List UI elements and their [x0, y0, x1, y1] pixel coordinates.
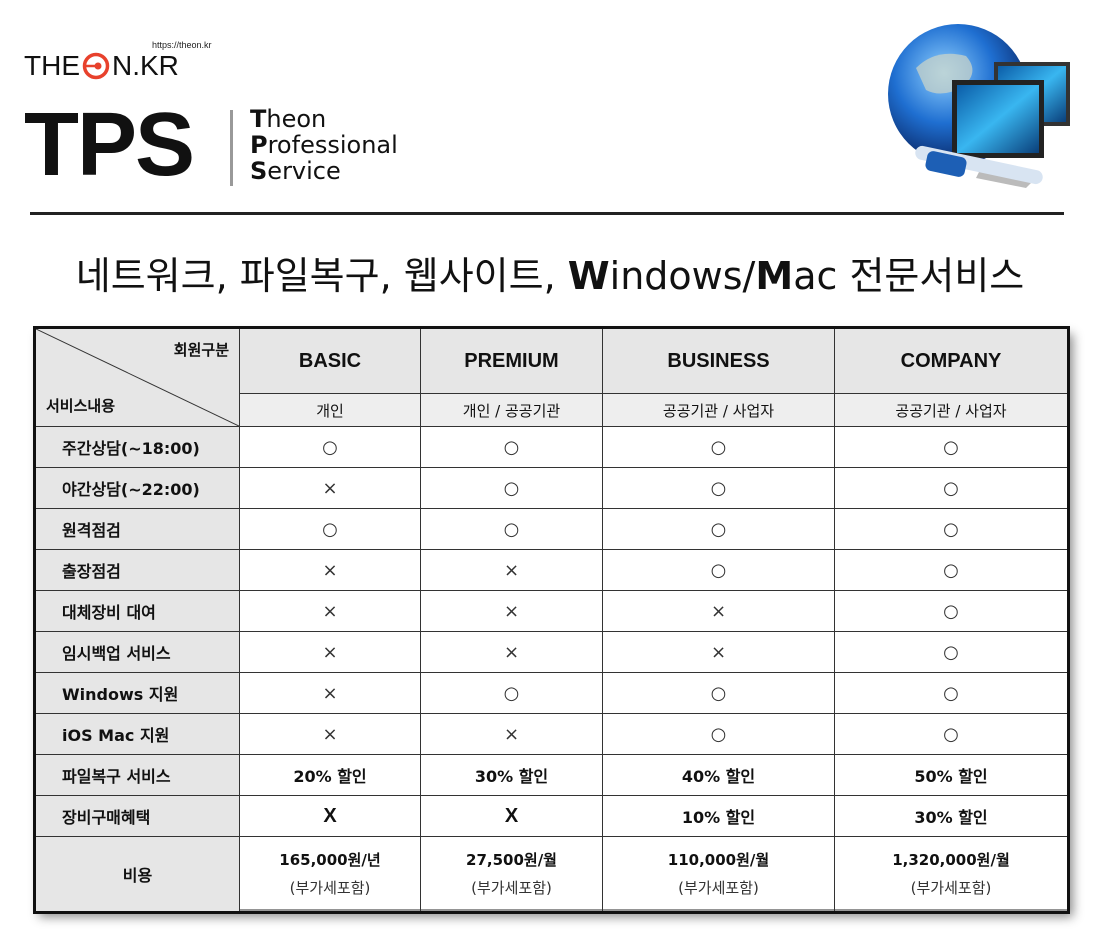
table-cell: ×: [420, 549, 603, 591]
table-cell: ○: [420, 426, 603, 468]
table-cell: ×: [239, 549, 421, 591]
table-cell: ○: [239, 426, 421, 468]
corner-diagonal: [36, 329, 241, 427]
row-label: iOS Mac 지원: [34, 713, 240, 755]
table-cell: 20% 할인: [239, 754, 421, 796]
table-row: 파일복구 서비스 20% 할인 30% 할인 40% 할인 50% 할인: [34, 754, 1069, 796]
header: https://theon.kr THE N.KR TPS Theon Profe…: [0, 0, 1100, 215]
table-cell: ×: [602, 590, 835, 632]
table-cell: ×: [420, 631, 603, 673]
table-cell: ×: [239, 672, 421, 714]
plan-premium: PREMIUM: [420, 327, 603, 394]
table-cell: X: [239, 795, 421, 837]
table-cell: ○: [239, 508, 421, 550]
table-cell: ×: [239, 590, 421, 632]
table-cell: ×: [420, 713, 603, 755]
corner-top-label: 회원구분: [173, 341, 229, 359]
logo-left: THE: [24, 50, 80, 81]
tps-divider: [230, 110, 233, 186]
plan-basic: BASIC: [239, 327, 421, 394]
table-cell: ○: [834, 549, 1069, 591]
tps-subtitle: Theon Professional Service: [250, 105, 398, 185]
cost-basic: 165,000원/년 (부가세포함): [239, 836, 421, 913]
table-row: Windows 지원 × ○ ○ ○: [34, 672, 1069, 714]
target-premium: 개인 / 공공기관: [420, 393, 603, 427]
table-cell: ○: [834, 631, 1069, 673]
table-cell: ×: [420, 590, 603, 632]
row-label: 임시백업 서비스: [34, 631, 240, 673]
table-cell: ○: [834, 426, 1069, 468]
row-label: 야간상담(~22:00): [34, 467, 240, 509]
table-cell: 50% 할인: [834, 754, 1069, 796]
table-cell: ○: [602, 508, 835, 550]
table-cell: ○: [834, 713, 1069, 755]
target-business: 공공기관 / 사업자: [602, 393, 835, 427]
table-cell: ×: [239, 467, 421, 509]
globe-monitor-illustration: [888, 24, 1070, 188]
target-company: 공공기관 / 사업자: [834, 393, 1069, 427]
page-title: 네트워크, 파일복구, 웹사이트, Windows/Mac 전문서비스: [75, 254, 1025, 298]
table-cell: ×: [602, 631, 835, 673]
row-label: 파일복구 서비스: [34, 754, 240, 796]
row-label: 출장점검: [34, 549, 240, 591]
table-row: 출장점검 × × ○ ○: [34, 549, 1069, 591]
cost-business: 110,000원/월 (부가세포함): [602, 836, 835, 913]
table-cell: 40% 할인: [602, 754, 835, 796]
table-cell: ○: [602, 426, 835, 468]
cost-label: 비용: [34, 836, 240, 913]
table-row: iOS Mac 지원 × × ○ ○: [34, 713, 1069, 755]
table-cell: ×: [239, 631, 421, 673]
table-cell: ○: [602, 549, 835, 591]
table-cell: ○: [602, 672, 835, 714]
table-row: 대체장비 대여 × × × ○: [34, 590, 1069, 632]
cost-company: 1,320,000원/월 (부가세포함): [834, 836, 1069, 913]
row-label: 대체장비 대여: [34, 590, 240, 632]
table-cell: ○: [834, 467, 1069, 509]
header-divider: [30, 212, 1064, 215]
table-row: 원격점검 ○ ○ ○ ○: [34, 508, 1069, 550]
table-cell: ○: [602, 467, 835, 509]
row-label: Windows 지원: [34, 672, 240, 714]
table-cell: ○: [420, 672, 603, 714]
table-row: 야간상담(~22:00) × ○ ○ ○: [34, 467, 1069, 509]
row-label: 장비구매혜택: [34, 795, 240, 837]
logo-url: https://theon.kr: [152, 40, 212, 50]
plan-company: COMPANY: [834, 327, 1069, 394]
tps-mark: TPS: [24, 95, 195, 195]
table-cell: ×: [239, 713, 421, 755]
table-cell: ○: [420, 467, 603, 509]
logo-o-icon: [82, 52, 110, 80]
table-row: 임시백업 서비스 × × × ○: [34, 631, 1069, 673]
table-cell: ○: [834, 672, 1069, 714]
table-row: 주간상담(~18:00) ○ ○ ○ ○: [34, 426, 1069, 468]
table-cell: X: [420, 795, 603, 837]
table-cell: 10% 할인: [602, 795, 835, 837]
table-corner: 회원구분 서비스내용: [34, 327, 241, 427]
table-cell: 30% 할인: [420, 754, 603, 796]
logo: THE N.KR: [24, 50, 179, 82]
row-label: 주간상담(~18:00): [34, 426, 240, 468]
table-cell: ○: [602, 713, 835, 755]
logo-right: N.KR: [112, 50, 179, 81]
row-label: 원격점검: [34, 508, 240, 550]
table-cell: ○: [834, 590, 1069, 632]
table-cell: 30% 할인: [834, 795, 1069, 837]
cost-premium: 27,500원/월 (부가세포함): [420, 836, 603, 913]
plan-business: BUSINESS: [602, 327, 835, 394]
target-basic: 개인: [239, 393, 421, 427]
pricing-table: 회원구분 서비스내용 BASIC PREMIUM BUSINESS COMPAN…: [33, 326, 1070, 914]
table-cell: ○: [420, 508, 603, 550]
corner-bottom-label: 서비스내용: [46, 397, 116, 415]
table-row: 장비구매혜택 X X 10% 할인 30% 할인: [34, 795, 1069, 837]
table-cell: ○: [834, 508, 1069, 550]
